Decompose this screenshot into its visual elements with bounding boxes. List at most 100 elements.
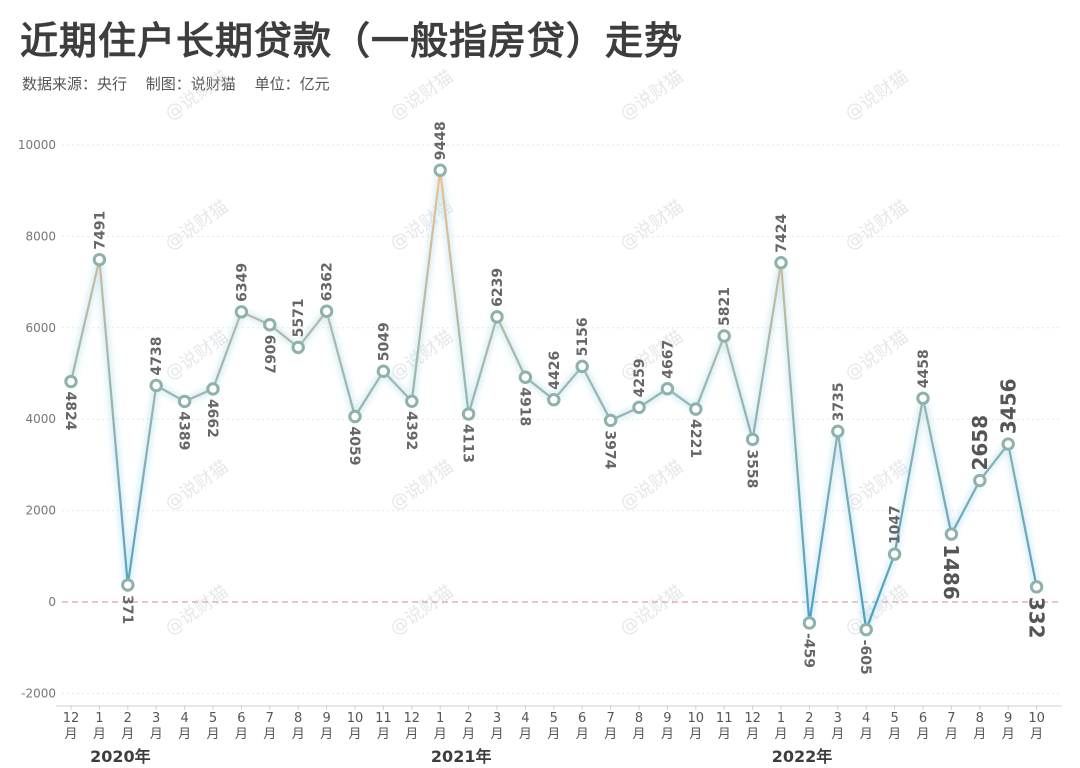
x-year-label: 2022年 xyxy=(772,747,833,766)
x-tick-unit: 月 xyxy=(604,727,617,742)
watermark-text: @说财猫 xyxy=(161,581,232,639)
chart-subtitle: 数据来源：央行 制图：说财猫 单位：亿元 xyxy=(22,73,344,94)
x-tick-label: 4 xyxy=(862,711,870,726)
data-point xyxy=(461,407,476,421)
x-tick-label: 6 xyxy=(919,711,927,726)
data-label: 4426 xyxy=(547,351,563,390)
x-tick-unit: 月 xyxy=(860,727,873,742)
x-tick-unit: 月 xyxy=(519,727,532,742)
x-tick-unit: 月 xyxy=(377,727,390,742)
x-tick-unit: 月 xyxy=(292,727,305,742)
y-tick-label: 4000 xyxy=(25,412,56,426)
data-label: 6067 xyxy=(261,335,277,374)
x-tick-unit: 月 xyxy=(64,727,77,742)
x-tick-label: 2 xyxy=(805,711,813,726)
x-tick-unit: 月 xyxy=(973,727,986,742)
data-label: 5821 xyxy=(717,287,733,326)
x-tick-unit: 月 xyxy=(746,727,759,742)
x-tick-label: 3 xyxy=(834,711,842,726)
data-label: 4221 xyxy=(687,419,703,458)
data-point xyxy=(319,304,334,318)
x-tick-unit: 月 xyxy=(1002,727,1015,742)
y-tick-label: 6000 xyxy=(25,321,56,335)
data-label: 4113 xyxy=(460,424,476,463)
data-point xyxy=(263,318,277,332)
data-label: 5156 xyxy=(575,317,591,356)
x-tick-unit: 月 xyxy=(661,727,674,742)
x-tick-label: 9 xyxy=(663,711,671,726)
data-point xyxy=(717,329,731,343)
x-tick-unit: 月 xyxy=(235,727,248,742)
x-axis: 12月1月2月3月4月5月6月7月8月9月10月11月12月1月2月3月4月5月… xyxy=(56,705,1062,766)
y-axis: -2000 0 2000 4000 6000 8000 10000 xyxy=(18,138,56,700)
data-point xyxy=(660,382,675,396)
data-point xyxy=(802,616,817,630)
x-tick-label: 11 xyxy=(716,711,733,726)
x-tick-unit: 月 xyxy=(945,727,958,742)
data-label: 4059 xyxy=(346,427,362,466)
data-point xyxy=(405,394,419,408)
data-point xyxy=(490,310,504,324)
x-tick-label: 6 xyxy=(237,711,245,726)
data-label: 6362 xyxy=(320,262,336,301)
watermark-text: @说财猫 xyxy=(161,196,232,254)
watermark-text: @说财猫 xyxy=(386,66,457,124)
x-tick-unit: 月 xyxy=(434,727,447,742)
watermark-text: @说财猫 xyxy=(841,196,912,254)
data-point xyxy=(547,393,561,407)
x-tick-unit: 月 xyxy=(93,727,106,742)
data-label: 3974 xyxy=(602,430,618,469)
data-point xyxy=(518,370,533,384)
data-point xyxy=(1029,580,1044,594)
y-tick-label: 2000 xyxy=(25,504,56,518)
x-tick-unit: 月 xyxy=(150,727,163,742)
data-label: 4918 xyxy=(516,387,532,426)
x-tick-label: 10 xyxy=(1028,711,1045,726)
x-year-label: 2020年 xyxy=(90,747,151,766)
x-tick-unit: 月 xyxy=(348,727,361,742)
chart-title: 近期住户长期贷款（一般指房贷）走势 xyxy=(20,19,684,63)
data-label: 7424 xyxy=(774,213,790,252)
data-label: 2658 xyxy=(968,415,992,471)
x-tick-unit: 月 xyxy=(490,727,503,742)
x-tick-unit: 月 xyxy=(462,727,475,742)
x-tick-label: 12 xyxy=(744,711,761,726)
data-label: 4259 xyxy=(632,358,648,397)
data-label: -459 xyxy=(800,633,816,668)
y-tick-label: 0 xyxy=(48,595,56,609)
data-label: 5049 xyxy=(376,322,392,361)
data-point xyxy=(689,402,703,416)
data-point xyxy=(92,252,107,267)
data-point xyxy=(177,394,192,409)
data-label: 4738 xyxy=(149,337,165,376)
x-tick-label: 12 xyxy=(63,711,80,726)
data-label: 5571 xyxy=(291,298,307,337)
x-tick-label: 5 xyxy=(209,711,217,726)
watermark-text: @说财猫 xyxy=(616,326,687,384)
x-tick-label: 6 xyxy=(578,711,586,726)
x-tick-label: 5 xyxy=(890,711,898,726)
x-tick-label: 2 xyxy=(124,711,132,726)
data-point xyxy=(206,382,220,396)
x-year-label: 2021年 xyxy=(431,747,492,766)
x-tick-unit: 月 xyxy=(178,727,191,742)
data-label: 6349 xyxy=(234,263,250,302)
data-point xyxy=(121,578,135,592)
data-label: 4389 xyxy=(176,411,192,450)
source-label: 数据来源：央行 xyxy=(22,75,128,93)
data-point xyxy=(1001,437,1015,451)
data-label-layer: 4824 7491 371 4738 4389 4662 6349 6067 5571 6362 4… xyxy=(62,121,1048,674)
x-tick-label: 9 xyxy=(322,711,330,726)
watermark-text: @说财猫 xyxy=(616,196,687,254)
data-label: 4458 xyxy=(916,349,932,388)
x-tick-label: 3 xyxy=(493,711,501,726)
x-tick-label: 1 xyxy=(436,711,444,726)
data-label: 1486 xyxy=(939,544,963,600)
data-label: 7491 xyxy=(92,211,108,250)
x-tick-unit: 月 xyxy=(263,727,276,742)
x-tick-unit: 月 xyxy=(803,727,816,742)
x-tick-unit: 月 xyxy=(888,727,901,742)
data-point xyxy=(745,432,760,447)
data-label: 9448 xyxy=(433,121,449,160)
